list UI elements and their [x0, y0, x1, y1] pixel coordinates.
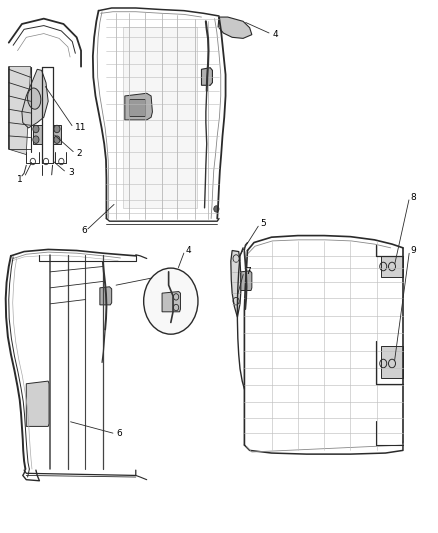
- Circle shape: [54, 125, 60, 133]
- Text: 8: 8: [410, 193, 416, 201]
- Polygon shape: [218, 17, 252, 38]
- Text: 6: 6: [117, 430, 122, 438]
- Polygon shape: [100, 287, 112, 305]
- Circle shape: [33, 136, 39, 143]
- Polygon shape: [129, 99, 145, 116]
- Text: 9: 9: [410, 246, 416, 255]
- Polygon shape: [9, 67, 31, 155]
- Ellipse shape: [28, 88, 41, 109]
- Polygon shape: [53, 125, 61, 144]
- Polygon shape: [381, 346, 403, 378]
- Text: 4: 4: [272, 30, 278, 38]
- Circle shape: [144, 268, 198, 334]
- Text: 1: 1: [17, 175, 22, 184]
- Text: 4: 4: [186, 246, 191, 255]
- Text: 11: 11: [74, 124, 86, 132]
- Text: 7: 7: [245, 268, 251, 276]
- Text: 6: 6: [81, 227, 87, 235]
- Polygon shape: [26, 381, 49, 426]
- Polygon shape: [201, 68, 212, 85]
- Circle shape: [33, 125, 39, 133]
- Text: 5: 5: [261, 220, 266, 228]
- Polygon shape: [22, 69, 48, 128]
- Text: 2: 2: [77, 149, 82, 158]
- Polygon shape: [125, 93, 152, 120]
- Polygon shape: [381, 256, 403, 277]
- Polygon shape: [123, 27, 197, 208]
- Text: 3: 3: [68, 168, 74, 177]
- Circle shape: [54, 136, 60, 143]
- Polygon shape: [162, 292, 180, 312]
- Polygon shape: [33, 125, 42, 144]
- Polygon shape: [241, 271, 252, 290]
- Polygon shape: [231, 251, 241, 317]
- Circle shape: [214, 206, 219, 212]
